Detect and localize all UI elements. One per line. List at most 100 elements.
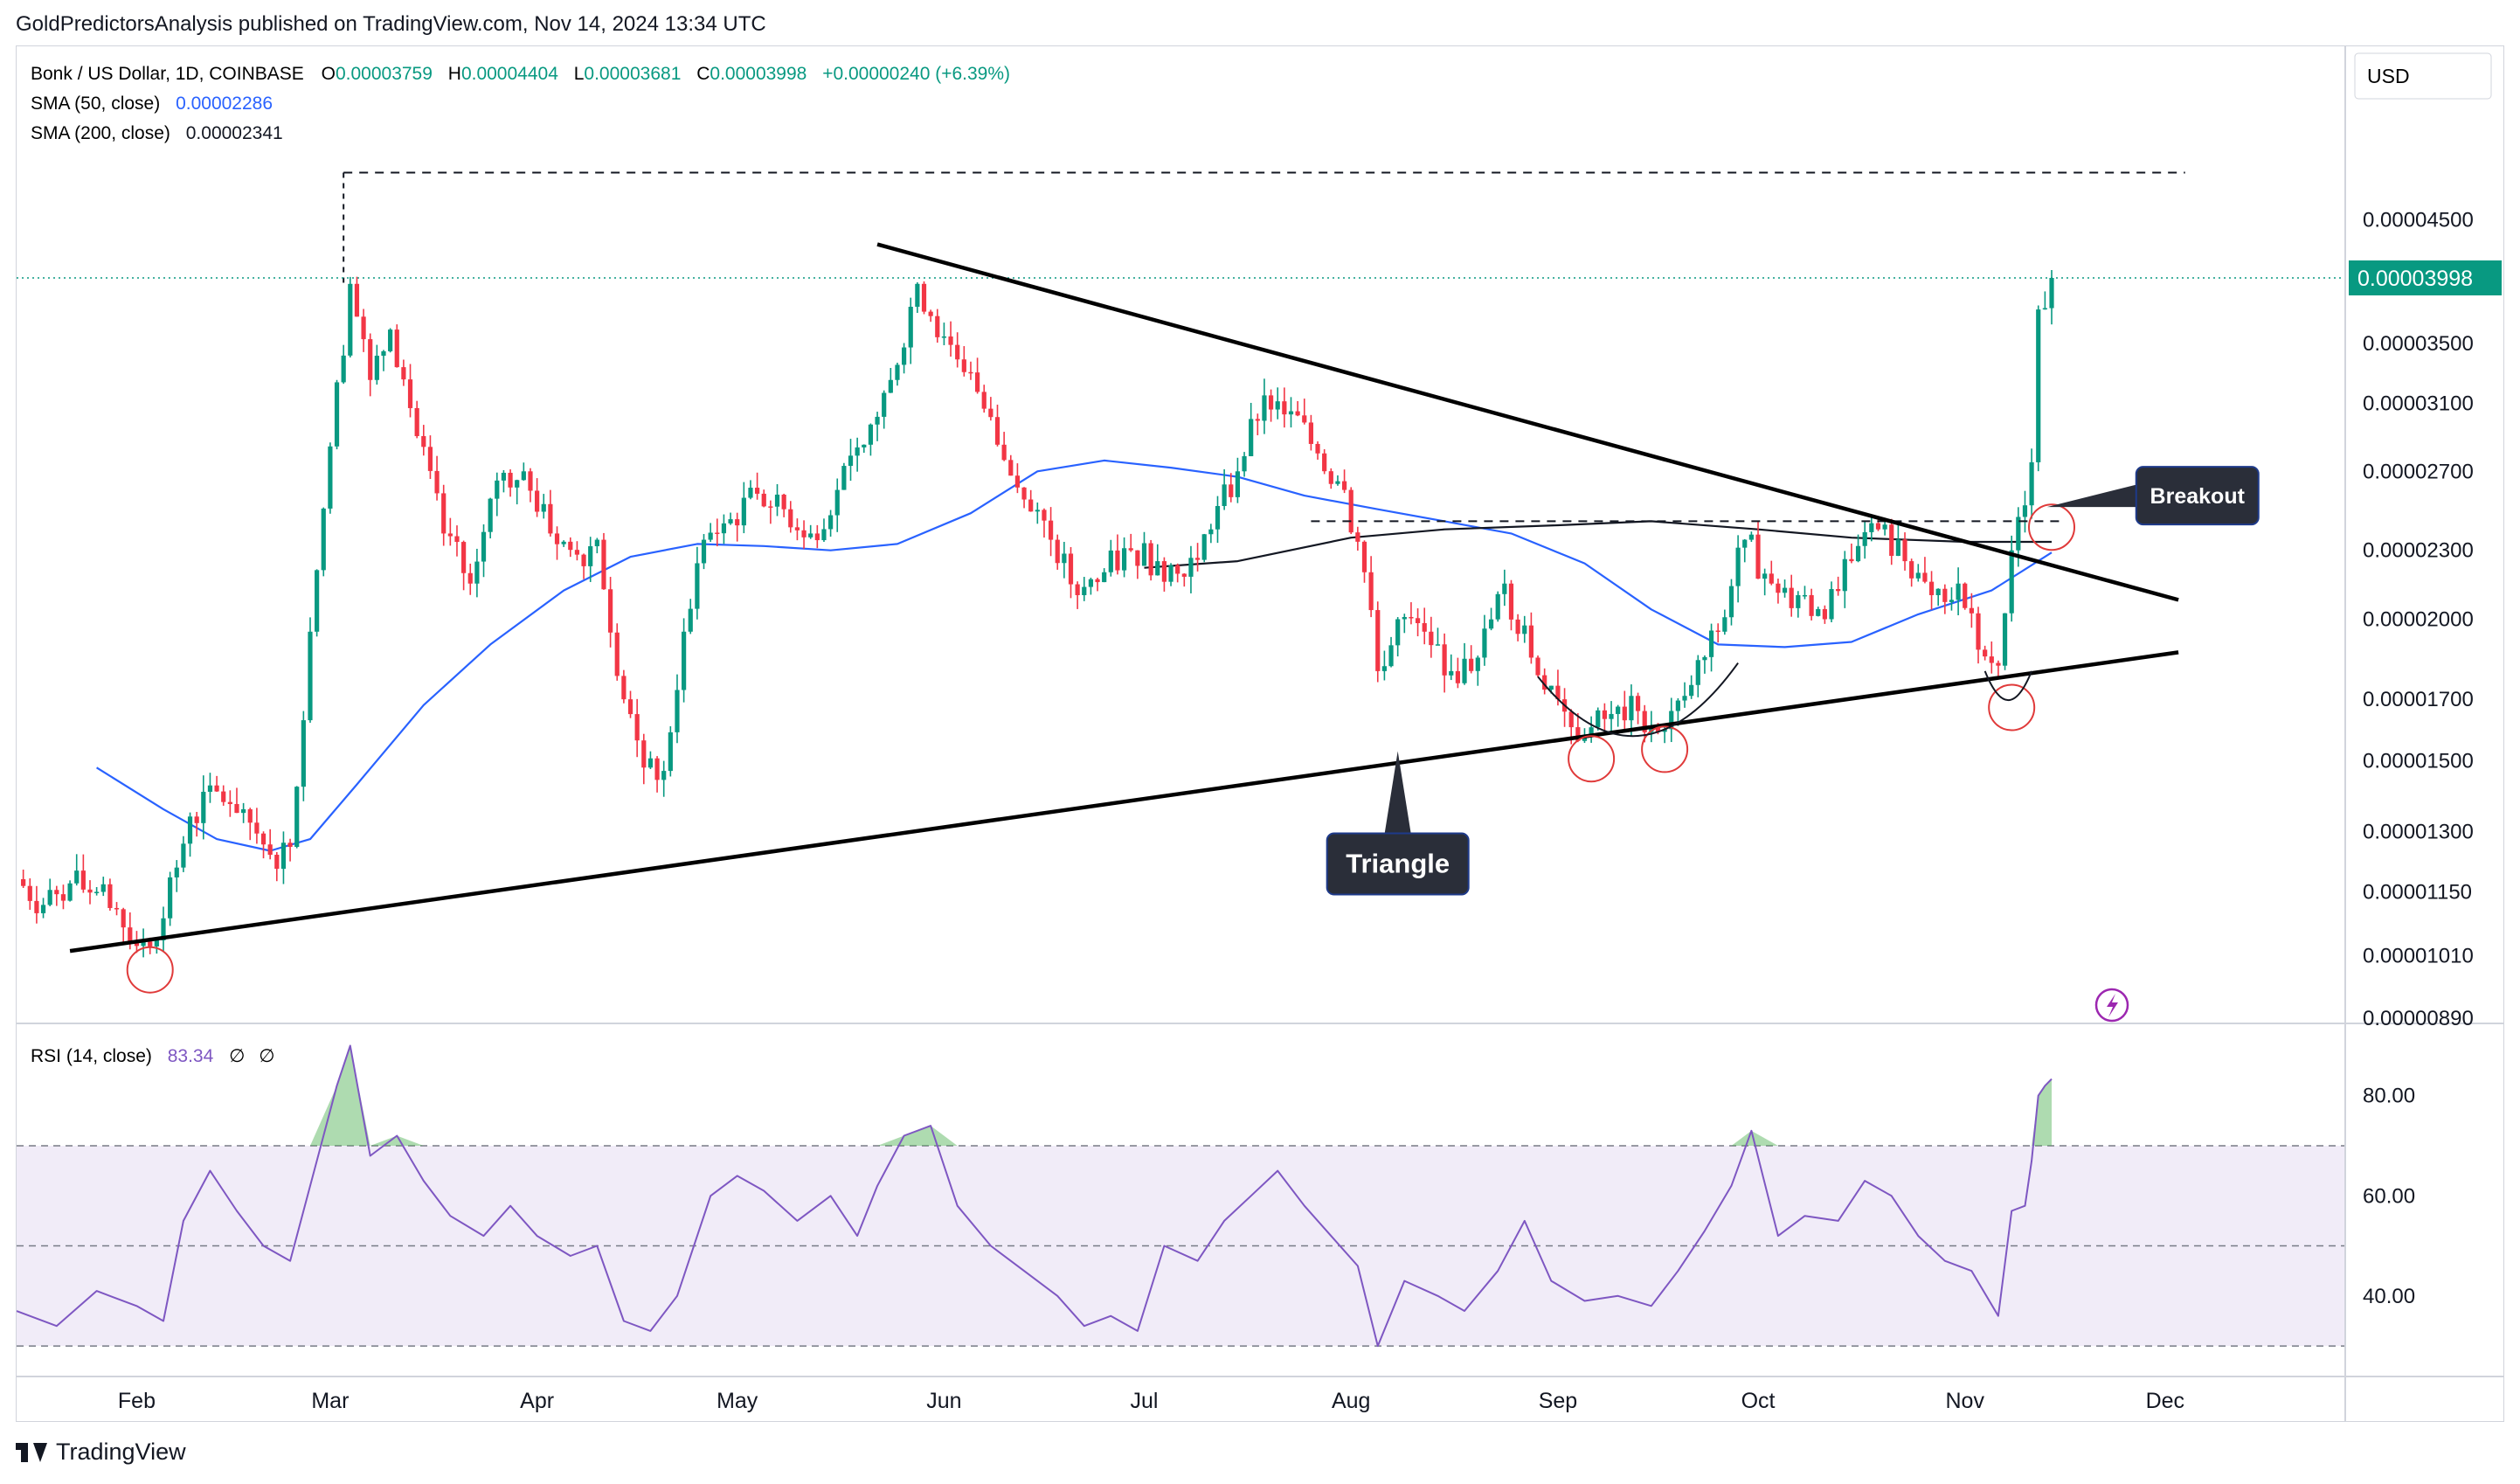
candle	[474, 548, 480, 598]
candle	[467, 563, 473, 595]
candle	[1422, 607, 1427, 645]
candle-body	[1829, 589, 1834, 620]
candle-body	[561, 541, 566, 544]
candle	[234, 787, 239, 814]
lightning-icon[interactable]	[2094, 988, 2129, 1023]
candle-body	[1262, 395, 1267, 421]
currency-button[interactable]: USD	[2354, 52, 2492, 100]
candle-body	[1222, 484, 1227, 506]
candle-body	[1762, 573, 1768, 579]
candle	[1229, 473, 1234, 503]
candle	[682, 618, 687, 703]
candle	[688, 599, 693, 635]
candle-body	[308, 631, 313, 721]
candle	[1748, 531, 1754, 543]
candle	[614, 623, 620, 681]
candle-body	[1148, 543, 1153, 576]
candle-body	[728, 519, 733, 524]
price-axis-tick-label: 0.00002000	[2363, 608, 2474, 632]
price-axis-tick-label: 0.00002300	[2363, 539, 2474, 563]
candle	[728, 512, 733, 525]
candle	[928, 309, 933, 322]
candle-body	[1895, 539, 1900, 557]
candle-body	[234, 803, 239, 814]
candle	[1161, 557, 1167, 592]
candle-body	[568, 541, 573, 551]
price-axis-tick-label: 0.00001300	[2363, 820, 2474, 843]
candle	[774, 483, 780, 517]
candle	[2049, 269, 2054, 325]
candle-body	[1642, 711, 1647, 732]
candle-body	[841, 466, 847, 490]
candle-body	[1816, 608, 1821, 616]
candle	[1816, 607, 1821, 617]
legend-sma50-value: 0.00002286	[176, 94, 273, 114]
price-axis-tick-label: 0.00001150	[2363, 881, 2472, 905]
candle-body	[227, 801, 232, 804]
axis-layer: 0.00004500 0.00003500 0.00003100 0.00002700…	[17, 46, 2503, 1421]
candle-body	[194, 816, 199, 823]
candle-body	[768, 506, 773, 508]
candle	[935, 309, 940, 343]
candle	[1381, 650, 1388, 681]
candle	[301, 711, 306, 801]
candle-body	[2042, 308, 2047, 310]
candle-body	[1168, 565, 1173, 582]
candle-body	[1502, 583, 1507, 594]
tradingview-logo[interactable]: TradingView	[16, 1439, 186, 1466]
candle	[1429, 616, 1434, 658]
candle-body	[1068, 553, 1074, 585]
candle	[47, 878, 52, 906]
candle-body	[1095, 579, 1100, 583]
candle-body	[1928, 581, 1935, 595]
candle	[1935, 588, 1941, 607]
candle	[1035, 502, 1040, 524]
candle-body	[1361, 541, 1367, 572]
candle-body	[381, 350, 386, 357]
candle	[1181, 572, 1187, 587]
price-axis-tick-label: 0.00004500	[2363, 208, 2474, 232]
candle	[1194, 543, 1201, 572]
rsi-axis-tick-label: 60.00	[2363, 1184, 2415, 1208]
candle-body	[902, 347, 907, 365]
candle-body	[1462, 658, 1467, 683]
candle	[1616, 704, 1621, 727]
candle-body	[808, 533, 813, 537]
candle-body	[207, 785, 213, 792]
candle	[1415, 608, 1421, 637]
candle	[1462, 642, 1467, 685]
candle-body	[27, 885, 32, 901]
candle	[908, 297, 913, 364]
candle	[882, 390, 887, 429]
candle-body	[654, 758, 660, 780]
candle-body	[221, 791, 226, 802]
candle-body	[1542, 675, 1547, 690]
marked-low-circle	[2028, 503, 2076, 551]
candle-body	[961, 359, 966, 372]
candle-body	[267, 844, 273, 856]
candle	[1989, 641, 1994, 674]
candle-body	[1983, 649, 1988, 657]
candle-body	[915, 283, 920, 308]
candle	[1288, 397, 1294, 428]
candle-body	[988, 408, 993, 418]
candle-body	[1008, 460, 1014, 476]
candle-body	[981, 392, 987, 409]
candle	[1222, 468, 1227, 510]
candle	[1842, 551, 1847, 608]
candle	[1262, 378, 1267, 434]
marked-low-circle	[1568, 735, 1616, 783]
candle-body	[1402, 616, 1407, 620]
triangle-support-line	[69, 650, 2179, 954]
candle-body	[814, 533, 820, 541]
candle	[748, 480, 753, 500]
candle	[1735, 535, 1741, 603]
candle-body	[627, 699, 633, 715]
candle	[1102, 568, 1107, 583]
candle-body	[2022, 505, 2028, 517]
candle	[1082, 577, 1087, 601]
candle	[441, 484, 447, 546]
candle	[247, 808, 253, 841]
candle	[1482, 614, 1487, 666]
